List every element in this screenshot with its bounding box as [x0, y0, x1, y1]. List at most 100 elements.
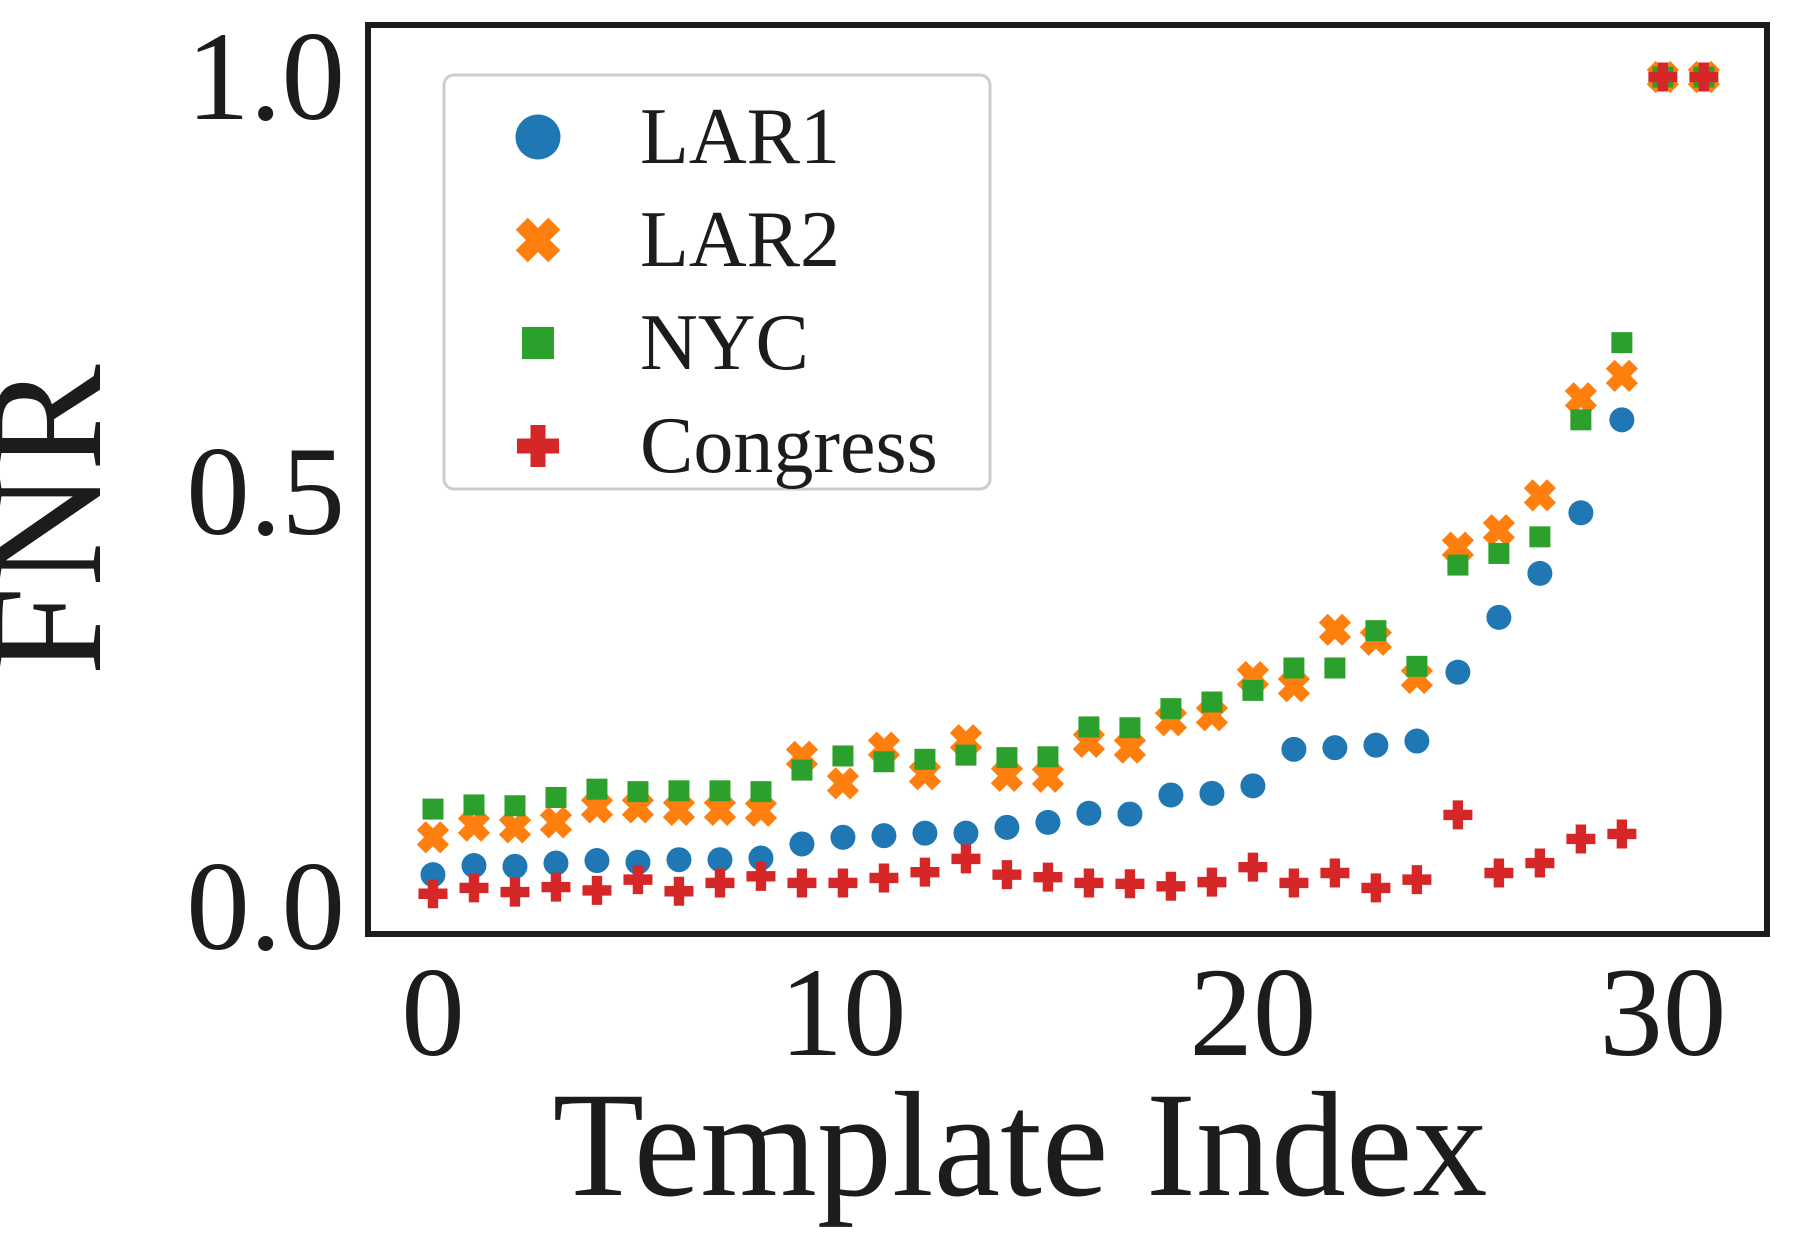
x-axis-label: Template Index [553, 1062, 1488, 1228]
x-tick-label: 30 [1599, 943, 1726, 1083]
point-Congress-0 [418, 879, 448, 909]
point-LAR1-17 [1117, 801, 1143, 827]
point-NYC-1 [463, 794, 485, 816]
point-NYC-6 [668, 780, 690, 802]
y-axis-label: FNR [0, 364, 135, 676]
point-NYC-12 [914, 748, 936, 770]
point-LAR1-18 [1158, 782, 1184, 808]
point-Congress-24 [1402, 865, 1432, 895]
point-NYC-18 [1160, 698, 1182, 720]
point-NYC-2 [504, 795, 526, 817]
point-NYC-25 [1447, 554, 1469, 576]
y-tick-label: 0.0 [186, 837, 345, 977]
point-LAR2-15 [1031, 760, 1065, 793]
point-LAR1-4 [584, 848, 610, 874]
point-NYC-26 [1488, 542, 1510, 564]
point-Congress-20 [1238, 852, 1268, 882]
point-NYC-15 [1037, 746, 1059, 768]
point-LAR2-26 [1482, 514, 1516, 547]
point-LAR1-14 [994, 814, 1020, 840]
legend-item-LAR2: LAR2 [515, 196, 840, 284]
point-Congress-21 [1279, 868, 1309, 898]
point-NYC-10 [832, 745, 854, 767]
point-Congress-10 [828, 868, 858, 898]
point-Congress-22 [1320, 858, 1350, 888]
point-LAR1-22 [1322, 735, 1348, 761]
point-NYC-5 [627, 781, 649, 803]
point-LAR1-20 [1240, 773, 1266, 799]
point-NYC-9 [791, 759, 813, 781]
point-NYC-16 [1078, 716, 1100, 738]
point-LAR2-8 [744, 794, 778, 827]
point-Congress-4 [582, 875, 612, 905]
point-NYC-20 [1242, 679, 1264, 701]
legend-item-LAR1: LAR1 [515, 93, 840, 181]
point-NYC-21 [1283, 657, 1305, 679]
point-LAR2-29 [1605, 359, 1638, 392]
point-LAR2-0 [416, 821, 450, 854]
point-LAR1-24 [1404, 728, 1430, 754]
point-Congress-12 [910, 857, 940, 887]
point-LAR1-13 [953, 820, 979, 846]
y-tick-label: 0.5 [186, 422, 345, 562]
point-Congress-23 [1361, 873, 1391, 903]
point-LAR1-0 [420, 862, 446, 888]
y-tick-label: 1.0 [186, 7, 345, 147]
legend-label: LAR2 [640, 196, 840, 284]
y-tick-labels: 0.0 0.5 1.0 [186, 7, 345, 977]
point-NYC-27 [1529, 526, 1551, 548]
point-LAR1-9 [789, 831, 815, 857]
point-LAR1-10 [830, 824, 856, 850]
point-Congress-11 [869, 863, 899, 893]
series-LAR1 [420, 407, 1635, 888]
point-Congress-9 [787, 868, 817, 898]
legend-marker-LAR1 [515, 114, 561, 160]
point-LAR1-16 [1076, 800, 1102, 826]
point-Congress-26 [1484, 858, 1514, 888]
point-LAR1-8 [748, 845, 774, 871]
point-Congress-3 [541, 872, 571, 902]
point-LAR2-1 [457, 809, 491, 842]
legend: LAR1 LAR2 NYC Congress [442, 73, 992, 491]
point-Congress-30 [1648, 62, 1678, 92]
legend-label: Congress [640, 402, 938, 490]
point-Congress-19 [1197, 867, 1227, 897]
point-NYC-3 [545, 786, 567, 808]
point-LAR1-26 [1486, 604, 1512, 630]
legend-label: NYC [640, 299, 809, 387]
point-Congress-14 [992, 860, 1022, 890]
x-tick-label: 20 [1189, 943, 1316, 1083]
point-LAR1-23 [1363, 732, 1389, 758]
x-tick-labels: 0 10 20 30 [401, 943, 1726, 1083]
point-Congress-7 [705, 868, 735, 898]
series-Congress [418, 62, 1719, 909]
point-LAR2-10 [826, 767, 860, 800]
point-NYC-0 [422, 798, 444, 820]
point-Congress-29 [1607, 819, 1637, 849]
point-NYC-11 [873, 751, 895, 773]
point-Congress-8 [746, 861, 776, 891]
point-NYC-8 [750, 781, 772, 803]
legend-marker-LAR2 [515, 217, 561, 263]
legend-item-Congress: Congress [517, 402, 938, 490]
legend-box [442, 73, 992, 491]
point-LAR1-2 [502, 853, 528, 879]
point-Congress-18 [1156, 871, 1186, 901]
point-LAR1-6 [666, 847, 692, 873]
x-tick-label: 0 [401, 943, 465, 1083]
point-Congress-5 [623, 865, 653, 895]
point-LAR1-29 [1609, 407, 1635, 433]
point-NYC-14 [996, 747, 1018, 769]
point-NYC-19 [1201, 691, 1223, 713]
point-Congress-6 [664, 876, 694, 906]
point-LAR1-28 [1568, 500, 1594, 526]
point-NYC-28 [1570, 409, 1592, 431]
point-LAR2-28 [1564, 382, 1597, 415]
point-LAR2-27 [1523, 479, 1557, 512]
point-Congress-25 [1443, 800, 1473, 830]
point-LAR2-3 [539, 806, 573, 839]
point-LAR1-3 [543, 850, 569, 876]
point-LAR2-17 [1113, 731, 1147, 764]
point-LAR2-2 [498, 811, 532, 844]
point-LAR2-7 [703, 793, 737, 827]
